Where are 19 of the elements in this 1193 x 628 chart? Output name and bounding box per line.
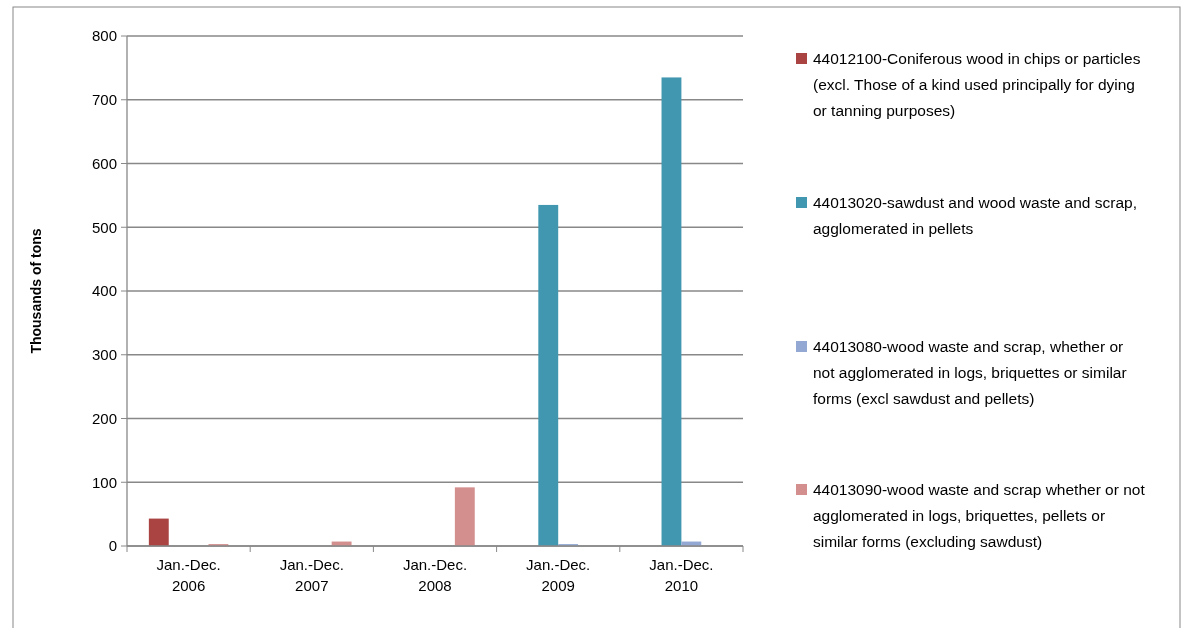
- x-tick-label: Jan.-Dec. 2006: [156, 556, 221, 594]
- y-tick-label: 0: [108, 537, 117, 555]
- y-tick-label: 800: [91, 27, 117, 45]
- x-tick-label: Jan.-Dec. 2008: [402, 556, 468, 594]
- legend-label: 44013020-sawdust and wood waste and scrap, agglomerated in pellets: [813, 194, 1137, 237]
- legend-label: 44012100-Coniferous wood in chips or particles (excl. Those of a kind used principally for dying or tanning purposes): [813, 50, 1141, 119]
- legend-label: 44013080-wood waste and scrap, whether or not agglomerated in logs, briquettes or similar forms (excl sawdust and pellets): [813, 338, 1127, 407]
- y-tick-label: 100: [91, 473, 117, 491]
- y-tick-label: 600: [91, 154, 117, 172]
- x-tick-label: Jan.-Dec. 2009: [526, 556, 591, 594]
- legend-label: 44013090-wood waste and scrap whether or not agglomerated in logs, briquettes, pellets or similar forms (excluding sawdust): [813, 481, 1146, 550]
- y-tick-label: 700: [91, 91, 117, 108]
- y-axis-title: Thousands of tons: [28, 228, 44, 354]
- x-tick-label: Jan.-Dec. 2007: [279, 556, 344, 594]
- y-tick-label: 200: [91, 409, 117, 427]
- x-tick-label: Jan.-Dec. 2010: [649, 556, 714, 594]
- y-tick-label: 500: [91, 218, 117, 236]
- y-tick-label: 300: [91, 346, 117, 363]
- y-tick-label: 400: [91, 282, 117, 300]
